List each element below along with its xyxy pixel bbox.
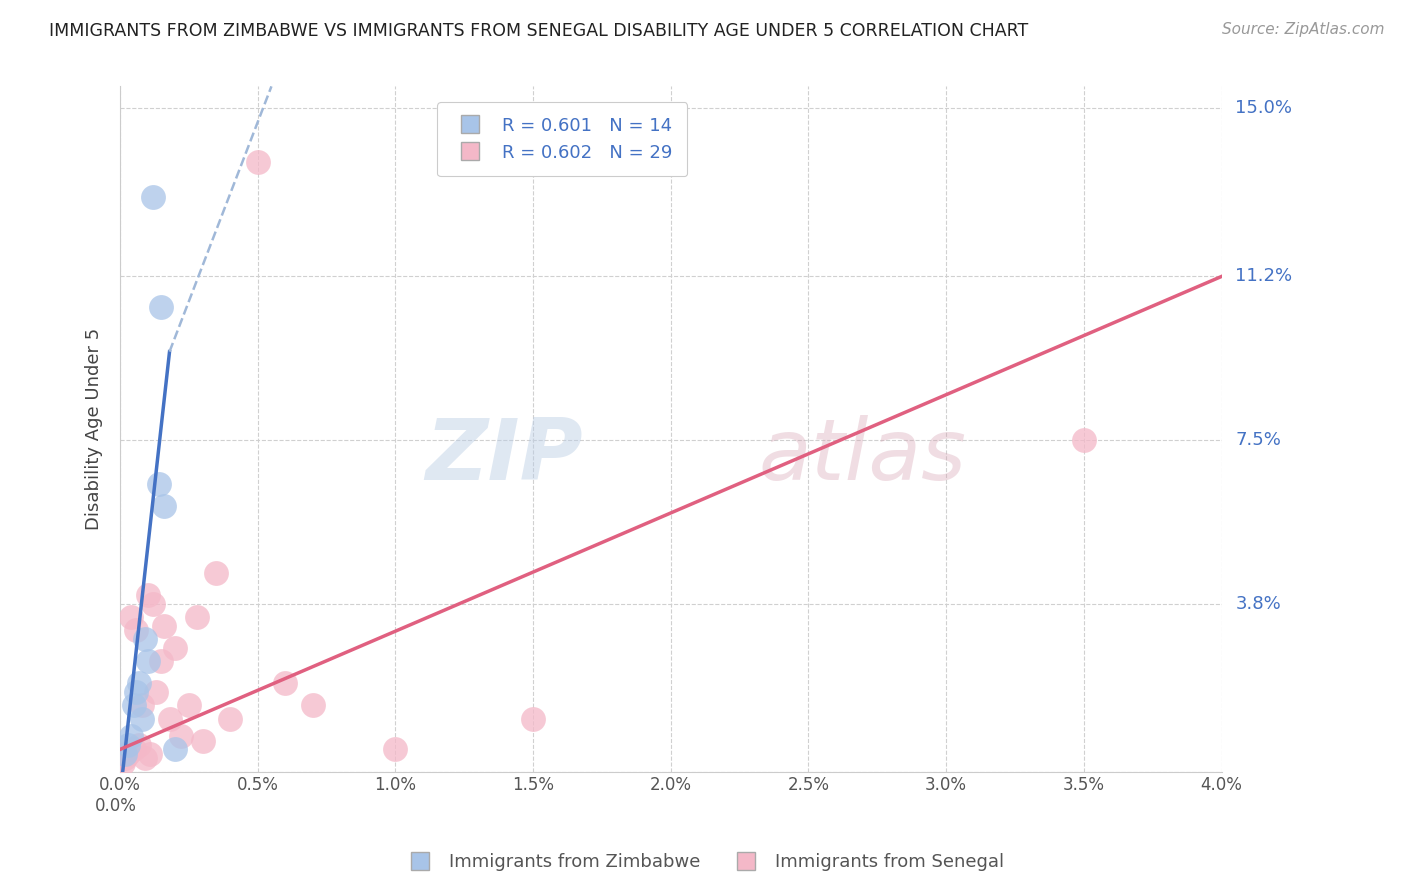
Point	[128, 738, 150, 752]
Point	[145, 685, 167, 699]
Point	[163, 742, 186, 756]
Text: atlas: atlas	[759, 415, 967, 498]
Point	[134, 751, 156, 765]
Point	[150, 301, 173, 315]
Point	[150, 654, 173, 668]
Text: ZIP: ZIP	[425, 415, 582, 498]
Y-axis label: Disability Age Under 5: Disability Age Under 5	[86, 328, 103, 530]
Text: 15.0%: 15.0%	[1236, 100, 1292, 118]
Point	[120, 610, 142, 624]
Legend: Immigrants from Zimbabwe, Immigrants from Senegal: Immigrants from Zimbabwe, Immigrants fro…	[395, 847, 1011, 879]
Point	[301, 698, 323, 713]
Point	[153, 618, 176, 632]
Point	[134, 632, 156, 646]
Point	[136, 654, 159, 668]
Legend: R = 0.601   N = 14, R = 0.602   N = 29: R = 0.601 N = 14, R = 0.602 N = 29	[437, 103, 688, 176]
Point	[274, 676, 297, 690]
Point	[142, 190, 165, 204]
Point	[191, 733, 214, 747]
Text: 0.0%: 0.0%	[94, 797, 136, 814]
Point	[153, 500, 176, 514]
Point	[125, 685, 148, 699]
Point	[120, 729, 142, 743]
Point	[122, 742, 145, 756]
Point	[159, 712, 181, 726]
Point	[219, 712, 242, 726]
Point	[117, 747, 139, 761]
Point	[384, 742, 406, 756]
Point	[177, 698, 200, 713]
Text: 3.8%: 3.8%	[1236, 595, 1281, 613]
Point	[114, 751, 136, 765]
Point	[125, 623, 148, 637]
Point	[522, 712, 544, 726]
Point	[117, 738, 139, 752]
Point	[148, 477, 170, 491]
Text: 7.5%: 7.5%	[1236, 431, 1281, 449]
Point	[139, 747, 162, 761]
Point	[136, 588, 159, 602]
Point	[246, 154, 269, 169]
Point	[163, 640, 186, 655]
Point	[131, 698, 153, 713]
Point	[111, 756, 134, 770]
Point	[205, 566, 228, 580]
Text: Source: ZipAtlas.com: Source: ZipAtlas.com	[1222, 22, 1385, 37]
Text: IMMIGRANTS FROM ZIMBABWE VS IMMIGRANTS FROM SENEGAL DISABILITY AGE UNDER 5 CORRE: IMMIGRANTS FROM ZIMBABWE VS IMMIGRANTS F…	[49, 22, 1028, 40]
Point	[114, 747, 136, 761]
Text: 11.2%: 11.2%	[1236, 268, 1292, 285]
Point	[1073, 433, 1095, 447]
Point	[128, 676, 150, 690]
Point	[186, 610, 208, 624]
Point	[131, 712, 153, 726]
Point	[142, 597, 165, 611]
Point	[169, 729, 191, 743]
Point	[122, 698, 145, 713]
